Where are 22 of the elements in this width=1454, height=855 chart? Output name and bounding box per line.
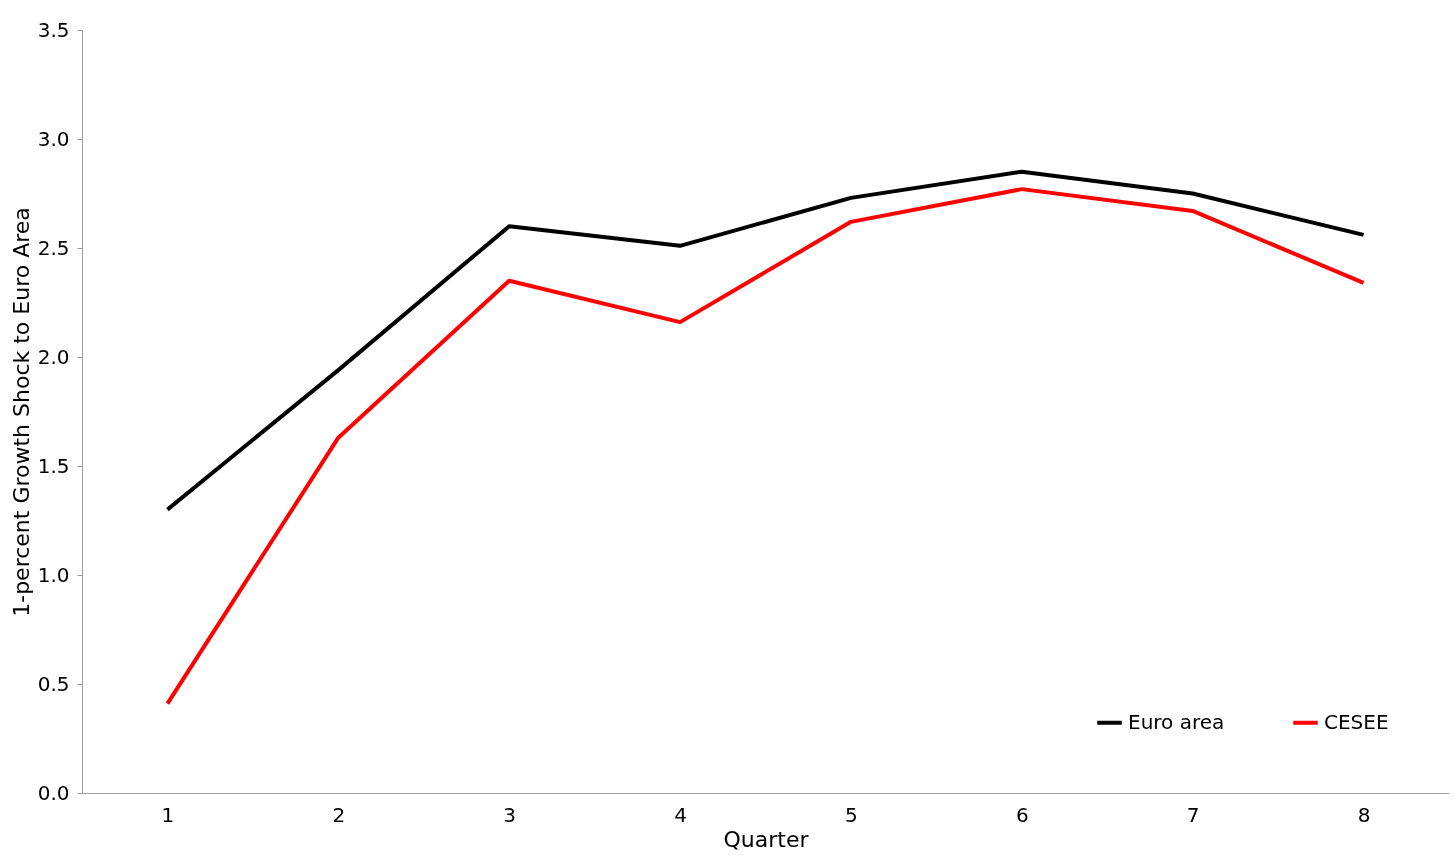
legend-label: Euro area [1128,709,1225,734]
line-series [165,169,1366,512]
y-tick-label: 1.5 [37,453,70,478]
x-tick-label: 5 [845,802,858,827]
x-tick-label: 6 [1015,802,1029,827]
x-tick-label: 8 [1357,802,1371,827]
y-tick-label: 1.0 [37,562,70,587]
y-tick-label: 3.5 [37,17,70,42]
x-tick-label: 7 [1186,802,1200,827]
line-series [165,187,1366,706]
x-tick-label: 2 [332,802,346,827]
y-tick-label: 3.0 [37,126,70,151]
x-tick-label: 3 [503,802,517,827]
x-tick-label: 4 [674,802,687,827]
x-axis-title: Quarter [723,826,810,852]
y-tick-label: 0.0 [37,780,70,805]
legend-label: CESEE [1324,709,1389,734]
x-tick-label: 1 [161,802,175,827]
y-axis-title: 1-percent Growth Shock to Euro Area [8,207,34,617]
y-tick-label: 2.5 [37,235,70,260]
y-tick-label: 0.5 [37,671,70,696]
y-tick-label: 2.0 [37,344,70,369]
